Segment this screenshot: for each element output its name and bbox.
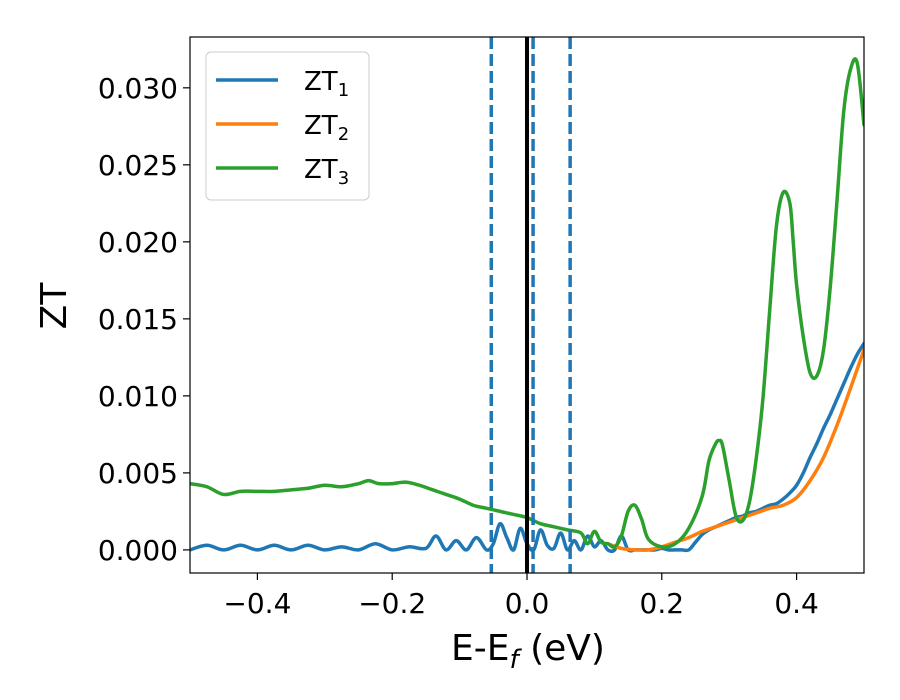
y-tick-label: 0.030 xyxy=(98,72,178,105)
series-line-zt1 xyxy=(190,341,864,554)
y-axis: 0.000 0.005 0.010 0.015 0.020 0.025 0.030 xyxy=(98,72,190,567)
legend-label-zt3: ZT3 xyxy=(304,155,349,189)
y-tick-label: 0.010 xyxy=(98,380,178,413)
x-tick-label: −0.4 xyxy=(223,587,291,620)
y-tick-label: 0.020 xyxy=(98,226,178,259)
x-axis-label-suffix: (eV) xyxy=(519,628,605,669)
y-axis-label: ZT xyxy=(34,282,75,330)
x-axis-label: E-Ef (eV) xyxy=(451,628,605,675)
series-line-zt3 xyxy=(190,57,864,549)
x-tick-label: 0.0 xyxy=(505,587,550,620)
y-tick-label: 0.000 xyxy=(98,534,178,567)
reference-lines xyxy=(489,37,572,573)
legend-box xyxy=(205,51,370,201)
legend-label-zt2: ZT2 xyxy=(304,111,349,145)
x-tick-label: 0.2 xyxy=(640,587,685,620)
x-tick-label: 0.4 xyxy=(774,587,819,620)
plot-lines xyxy=(190,57,864,554)
legend-label-zt1: ZT1 xyxy=(304,67,349,101)
x-axis-label-main: E-E xyxy=(451,628,509,669)
y-tick-label: 0.015 xyxy=(98,303,178,336)
x-axis: −0.4 −0.2 0.0 0.2 0.4 xyxy=(223,573,819,620)
y-tick-label: 0.025 xyxy=(98,149,178,182)
y-tick-label: 0.005 xyxy=(98,457,178,490)
legend: ZT1 ZT2 ZT3 xyxy=(205,51,370,201)
x-tick-label: −0.2 xyxy=(358,587,426,620)
